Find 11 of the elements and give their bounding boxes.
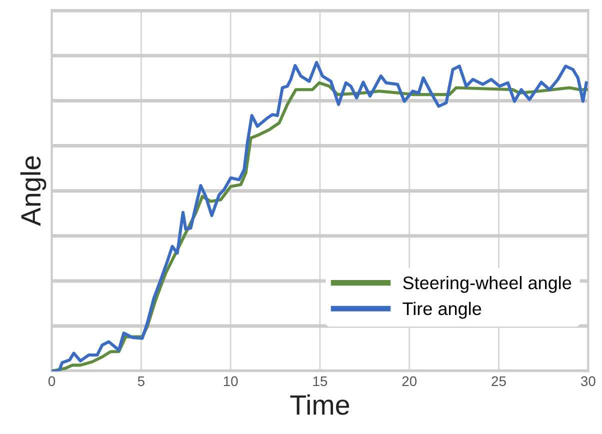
legend-label: Tire angle — [402, 302, 482, 319]
x-tick-label: 10 — [224, 376, 238, 386]
x-axis-title: Time — [290, 394, 350, 415]
x-tick-label: 30 — [580, 376, 596, 386]
x-tick-label: 20 — [402, 376, 417, 386]
legend-label: Steering-wheel angle — [403, 276, 572, 293]
x-tick-label: 5 — [138, 376, 144, 386]
x-tick-label: 0 — [48, 376, 56, 386]
x-tick-label: 25 — [492, 376, 506, 386]
x-tick-label: 15 — [313, 376, 328, 386]
y-axis-title: Angle — [20, 156, 46, 226]
